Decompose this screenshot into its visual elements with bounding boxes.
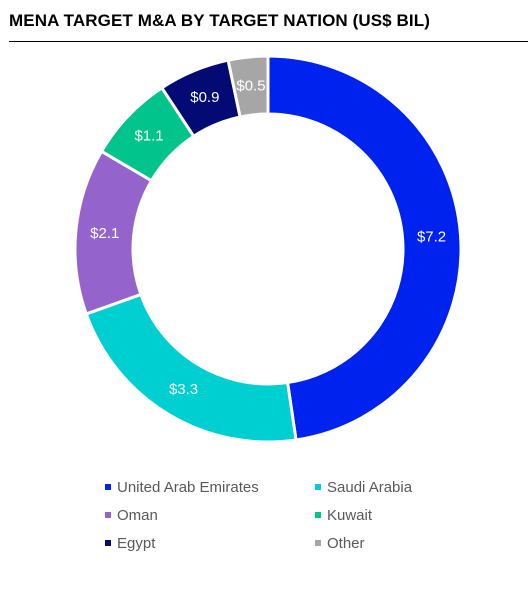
legend-label: United Arab Emirates bbox=[117, 478, 259, 496]
legend-label: Saudi Arabia bbox=[327, 478, 413, 496]
legend-label: Egypt bbox=[117, 534, 156, 552]
donut-slice-other bbox=[226, 54, 270, 119]
data-label-saudi-arabia: $3.3 bbox=[169, 381, 198, 398]
data-label-oman: $2.1 bbox=[90, 225, 119, 242]
legend-swatch bbox=[105, 512, 111, 518]
donut-chart: $7.2 $3.3 $2.1 $1.1 $0.9 $0.5 bbox=[73, 54, 463, 444]
chart-title: MENA TARGET M&A BY TARGET NATION (US$ BI… bbox=[9, 11, 430, 30]
data-label-egypt: $0.9 bbox=[190, 89, 219, 106]
legend-swatch bbox=[105, 484, 111, 490]
legend-label: Oman bbox=[117, 506, 158, 524]
legend-label: Other bbox=[327, 534, 365, 552]
data-label-united-arab-emirates: $7.2 bbox=[417, 229, 446, 246]
legend-item-kuwait: Kuwait bbox=[315, 506, 445, 524]
data-label-other: $0.5 bbox=[236, 77, 265, 94]
data-label-kuwait: $1.1 bbox=[134, 128, 163, 145]
legend-item-oman: Oman bbox=[105, 506, 315, 524]
legend-item-united-arab-emirates: United Arab Emirates bbox=[105, 478, 315, 496]
legend-swatch bbox=[315, 540, 321, 546]
legend-swatch bbox=[315, 512, 321, 518]
legend-item-other: Other bbox=[315, 534, 445, 552]
legend-item-egypt: Egypt bbox=[105, 534, 315, 552]
legend-label: Kuwait bbox=[327, 506, 373, 524]
donut-slice-saudi-arabia bbox=[84, 292, 298, 444]
donut-slice-united-arab-emirates bbox=[266, 54, 463, 442]
legend-item-saudi-arabia: Saudi Arabia bbox=[315, 478, 445, 496]
legend-swatch bbox=[315, 484, 321, 490]
title-divider bbox=[9, 41, 528, 42]
legend-swatch bbox=[105, 540, 111, 546]
chart-legend: United Arab Emirates Saudi Arabia Oman Kuwa… bbox=[105, 478, 445, 552]
